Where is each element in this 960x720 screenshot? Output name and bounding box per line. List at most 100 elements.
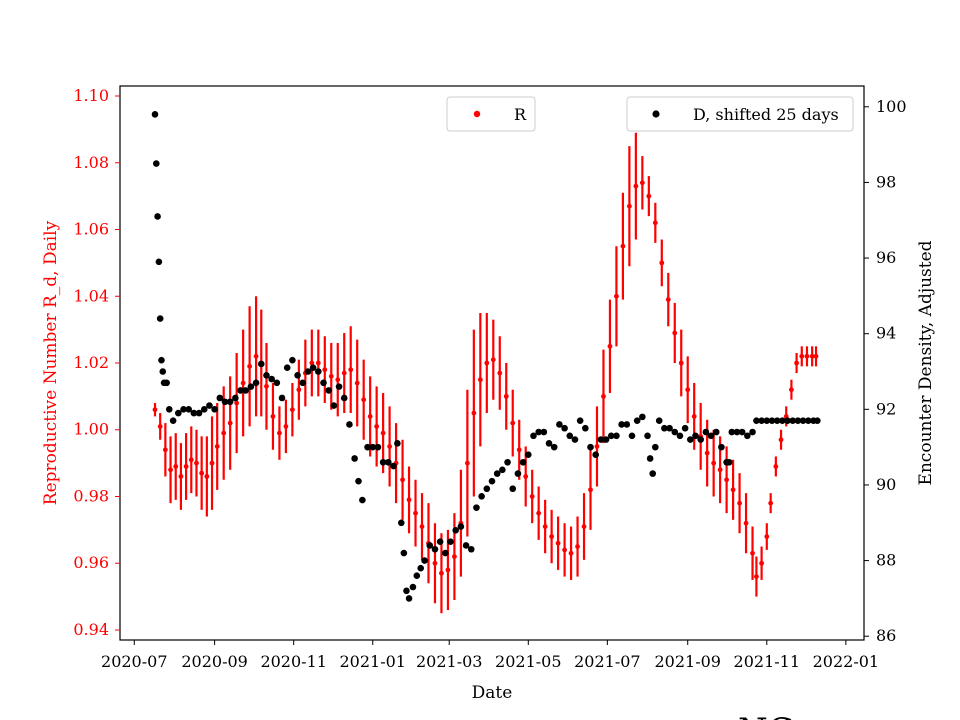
r-point <box>678 360 684 366</box>
x-tick-label: 2021-07 <box>574 652 640 671</box>
r-point <box>322 367 328 373</box>
r-point <box>471 410 477 416</box>
r-point <box>626 203 632 209</box>
right-tick-label: 90 <box>876 475 896 494</box>
d-point <box>299 379 307 387</box>
d-point <box>794 417 802 424</box>
d-point <box>540 428 548 436</box>
x-tick-label: 2020-11 <box>260 652 326 671</box>
x-axis-label: Date <box>472 683 513 703</box>
d-point <box>768 417 776 424</box>
d-point <box>753 417 760 424</box>
r-point <box>413 510 418 516</box>
d-point <box>545 440 553 447</box>
legend-r-marker <box>473 110 481 118</box>
d-point <box>442 549 449 557</box>
right-tick-label: 92 <box>876 399 896 418</box>
r-point <box>162 447 168 453</box>
d-point <box>649 470 657 477</box>
d-point <box>623 421 631 428</box>
d-point <box>359 496 366 504</box>
d-point <box>550 443 558 451</box>
r-point <box>497 370 503 376</box>
d-point <box>457 523 465 530</box>
r-point <box>194 460 199 466</box>
r-point <box>432 560 438 566</box>
d-point <box>447 538 454 545</box>
x-tick-label: 2021-01 <box>340 652 406 671</box>
d-point <box>707 432 715 440</box>
r-point <box>750 550 755 556</box>
d-point <box>232 394 239 402</box>
r-point <box>277 430 282 436</box>
d-point <box>738 428 746 436</box>
r-point <box>562 547 567 553</box>
r-point <box>328 373 334 379</box>
r-point <box>704 450 710 456</box>
d-point <box>607 432 615 440</box>
r-point <box>335 377 341 383</box>
r-point <box>464 460 470 466</box>
left-tick-label: 0.94 <box>73 620 109 639</box>
r-point <box>221 430 227 436</box>
r-point <box>247 363 253 369</box>
r-point <box>581 524 587 529</box>
d-point <box>163 379 170 387</box>
d-point <box>702 428 710 436</box>
d-point <box>195 409 203 417</box>
r-point <box>204 474 210 479</box>
r-point <box>794 360 799 366</box>
legend-d-box <box>626 96 854 132</box>
r-point <box>601 393 606 399</box>
r-point <box>789 387 794 393</box>
d-point <box>644 432 651 440</box>
r-point <box>809 353 815 359</box>
d-point <box>154 213 161 220</box>
d-point <box>409 583 417 591</box>
d-point <box>814 417 821 424</box>
r-point <box>354 380 360 386</box>
r-point <box>199 470 205 476</box>
d-point <box>473 504 480 511</box>
d-point <box>676 432 684 440</box>
d-point <box>571 436 579 443</box>
d-point <box>597 436 605 443</box>
legend-r: R <box>446 96 536 132</box>
d-point <box>799 417 807 424</box>
r-point <box>575 544 580 549</box>
d-point <box>190 409 198 417</box>
d-point <box>257 360 265 368</box>
right-tick-label: 98 <box>876 172 896 191</box>
d-point <box>405 595 413 602</box>
r-point <box>773 464 779 469</box>
x-tick-label: 2021-05 <box>495 652 561 671</box>
d-point <box>789 417 797 424</box>
r-point <box>289 407 295 413</box>
r-point <box>296 387 302 393</box>
d-point <box>158 356 165 364</box>
d-point <box>556 421 563 428</box>
d-point <box>237 387 244 394</box>
d-point <box>180 406 187 413</box>
d-point <box>335 383 343 390</box>
x-tick-label: 2020-07 <box>101 652 167 671</box>
r-point <box>419 524 425 529</box>
left-tick-label: 0.96 <box>73 553 109 572</box>
d-point <box>504 458 511 466</box>
legend-r-label: R <box>514 105 527 124</box>
right-tick-label: 100 <box>876 97 907 116</box>
r-point <box>348 367 354 373</box>
r-point <box>620 243 626 249</box>
d-point <box>169 417 177 424</box>
d-point <box>462 542 470 549</box>
r-point <box>178 474 184 479</box>
d-point <box>159 368 167 375</box>
d-point <box>320 379 327 387</box>
d-point <box>152 160 160 167</box>
left-tick-label: 1.02 <box>73 353 109 372</box>
d-point <box>346 421 353 428</box>
r-point <box>672 330 678 336</box>
d-point <box>763 417 771 424</box>
d-point <box>206 402 213 409</box>
r-point <box>283 424 289 429</box>
